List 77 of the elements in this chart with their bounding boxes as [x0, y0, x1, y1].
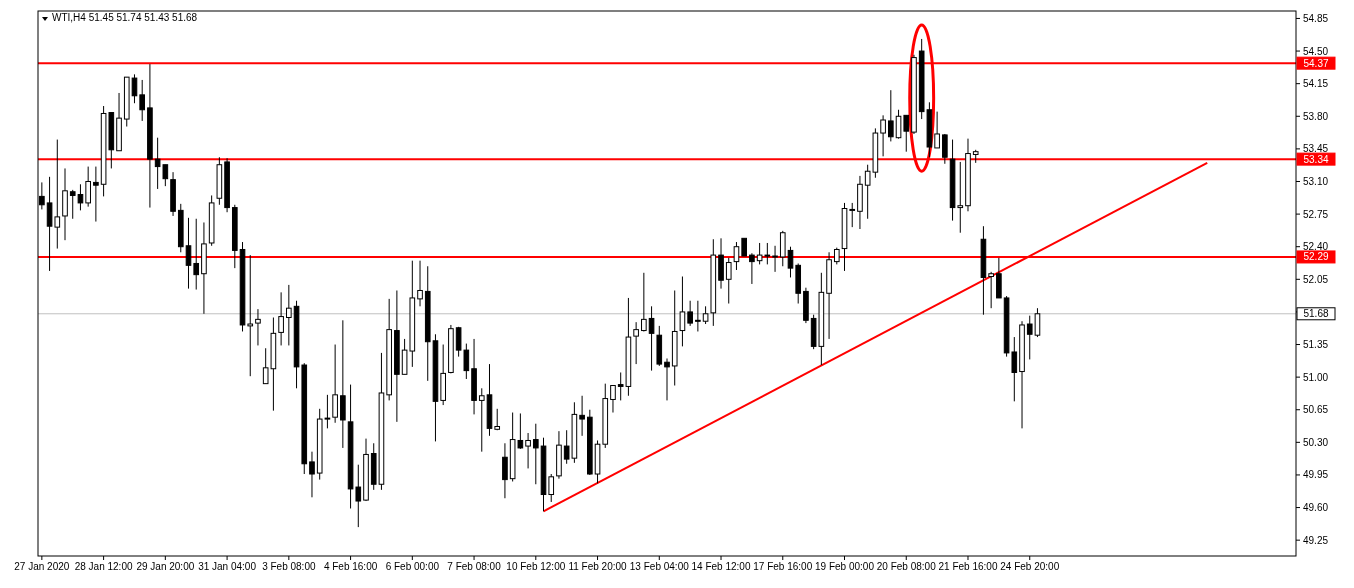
x-tick-label: 19 Feb 00:00	[815, 561, 875, 572]
x-tick-label: 3 Feb 08:00	[262, 561, 316, 572]
y-tick-label: 51.35	[1303, 339, 1329, 351]
candlestick	[579, 395, 585, 437]
y-tick-label: 53.80	[1303, 110, 1329, 122]
y-tick-label: 52.40	[1303, 241, 1329, 253]
candlestick	[286, 284, 292, 346]
x-tick-label: 11 Feb 20:00	[568, 561, 628, 572]
ref-line-label: 54.37	[1303, 57, 1329, 69]
y-tick-label: 49.95	[1303, 469, 1329, 481]
y-tick-label: 52.75	[1303, 208, 1329, 220]
y-tick-label: 50.65	[1303, 404, 1329, 416]
y-tick-label: 51.00	[1303, 371, 1329, 383]
candlestick	[695, 300, 701, 332]
x-tick-label: 20 Feb 08:00	[876, 561, 937, 572]
x-tick-label: 14 Feb 12:00	[691, 561, 751, 572]
candlestick	[749, 252, 755, 285]
candlestick	[725, 257, 732, 305]
y-tick-label: 54.85	[1303, 12, 1329, 24]
candlestick	[687, 300, 693, 327]
candlestick	[641, 272, 647, 332]
y-tick-label: 53.45	[1303, 143, 1329, 155]
candlestick	[532, 423, 539, 485]
ref-line-label: 53.34	[1303, 153, 1329, 165]
x-tick-label: 24 Feb 20:00	[1000, 561, 1060, 572]
candlestick	[247, 254, 254, 377]
ref-line-label: 51.68	[1303, 308, 1329, 320]
ref-line-label: 52.29	[1303, 251, 1329, 263]
y-tick-label: 53.10	[1303, 175, 1329, 187]
x-tick-label: 10 Feb 12:00	[506, 561, 566, 572]
candlestick	[633, 321, 639, 365]
y-tick-label: 50.30	[1303, 436, 1329, 448]
chart-title: WTI,H4 51.45 51.74 51.43 51.68	[52, 12, 198, 23]
x-tick-label: 29 Jan 20:00	[136, 561, 195, 572]
y-tick-label: 54.50	[1303, 45, 1329, 57]
x-tick-label: 6 Feb 00:00	[385, 561, 440, 572]
candlestick	[185, 217, 192, 290]
candlestick	[849, 202, 856, 228]
candlestick	[255, 308, 261, 346]
candlestick	[610, 385, 616, 414]
candlestick	[309, 451, 315, 498]
candlestick	[93, 166, 99, 223]
y-tick-label: 49.60	[1303, 502, 1329, 514]
candlestick	[648, 305, 655, 372]
candlestick	[934, 111, 940, 149]
x-tick-label: 13 Feb 04:00	[629, 561, 690, 572]
candlestick	[942, 133, 948, 165]
y-tick-label: 49.25	[1303, 534, 1329, 546]
candlestick	[664, 358, 670, 401]
candlestick	[988, 271, 994, 309]
candlestick	[85, 166, 91, 208]
candlestick	[131, 73, 138, 104]
x-tick-label: 28 Jan 12:00	[74, 561, 133, 572]
candlestick	[332, 344, 338, 424]
candlestick	[193, 218, 200, 291]
candlestick	[278, 291, 284, 346]
x-tick-label: 17 Feb 16:00	[753, 561, 813, 572]
candlestick	[787, 246, 794, 278]
x-tick-label: 21 Feb 16:00	[938, 561, 998, 572]
x-tick-label: 4 Feb 16:00	[323, 561, 378, 572]
candlestick	[888, 89, 894, 142]
x-tick-label: 7 Feb 08:00	[447, 561, 502, 572]
candlestick	[478, 387, 485, 453]
candlestick	[880, 114, 886, 157]
x-tick-label: 31 Jan 04:00	[198, 561, 257, 572]
candlestick	[417, 260, 423, 307]
candlestick	[548, 473, 555, 503]
candlestick	[679, 276, 686, 347]
x-tick-label: 27 Jan 2020	[14, 561, 70, 572]
candlestick	[525, 432, 531, 469]
candlestick	[772, 245, 778, 273]
candlestick	[733, 241, 740, 271]
y-tick-label: 54.15	[1303, 78, 1329, 90]
candlestick	[139, 79, 146, 122]
candlestick	[903, 114, 910, 153]
candlestick	[502, 442, 508, 499]
y-tick-label: 52.05	[1303, 273, 1329, 285]
